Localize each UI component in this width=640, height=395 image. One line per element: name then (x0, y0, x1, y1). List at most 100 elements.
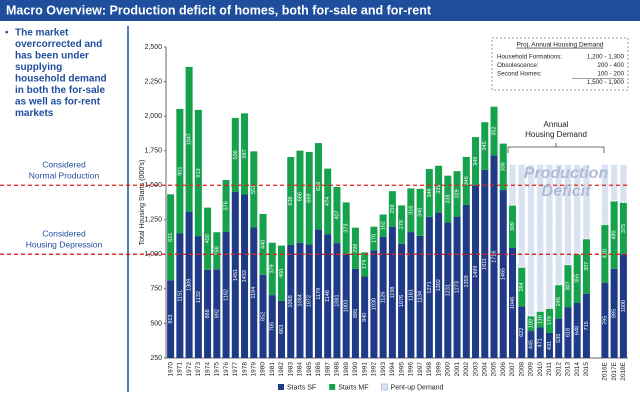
data-label: 888 (205, 309, 211, 318)
reference-label: Normal Production (29, 170, 100, 180)
data-label: 618 (565, 328, 571, 337)
bar (204, 207, 212, 270)
bracket (507, 143, 605, 153)
data-label: 852 (260, 312, 266, 321)
bar (444, 222, 452, 358)
bar (619, 254, 627, 358)
bar (176, 233, 184, 358)
bar (194, 236, 202, 358)
bar (444, 175, 452, 223)
data-label: 1000 (621, 300, 627, 312)
data-label: 636 (288, 196, 294, 205)
x-tick-label: 1996 (408, 362, 415, 377)
x-tick-label: 2015 (583, 362, 590, 377)
bar (619, 202, 627, 255)
pent-up-bar (563, 163, 572, 266)
data-label: 346 (427, 188, 433, 197)
x-tick-label: 2000 (445, 362, 452, 377)
demand-annotation: Housing Demand (525, 130, 587, 139)
y-tick-label: 1,750 (144, 148, 162, 155)
inset-cell: 200 - 400 (597, 62, 624, 69)
data-label: 535 (556, 334, 562, 343)
y-tick-label: 2,500 (144, 44, 162, 51)
bar (351, 227, 359, 269)
bar (499, 143, 507, 191)
legend-swatch (381, 383, 389, 391)
slide-title: Macro Overview: Production deficit of ho… (6, 3, 432, 17)
x-tick-label: 1986 (315, 362, 322, 377)
data-label: 379 (270, 264, 276, 273)
bar (204, 269, 212, 358)
x-tick-label: 1979 (250, 362, 257, 377)
data-label: 349 (473, 157, 479, 166)
bar (361, 276, 369, 358)
bar (222, 231, 230, 358)
x-tick-label: 1975 (214, 362, 221, 377)
data-label: 1433 (242, 270, 248, 282)
bar (573, 302, 581, 358)
bar (425, 216, 433, 358)
demand-annotation: Annual (544, 120, 569, 129)
data-label: 1359 (464, 275, 470, 287)
bar (536, 311, 544, 328)
data-label: 1162 (224, 289, 230, 301)
pent-up-bar (600, 163, 609, 226)
data-label: 622 (519, 328, 525, 337)
data-label: 1146 (325, 290, 331, 302)
bar (407, 188, 415, 233)
data-label: 355 (575, 274, 581, 283)
bar (472, 137, 480, 186)
data-label: 284 (519, 282, 525, 291)
bar (268, 242, 276, 296)
data-label: 705 (270, 322, 276, 331)
title-bar (0, 0, 640, 21)
bar (481, 122, 489, 170)
bar (351, 268, 359, 358)
bar (508, 205, 517, 248)
x-tick-label: 1978 (241, 362, 248, 377)
data-label: 162 (381, 221, 387, 230)
data-label: 345 (482, 141, 488, 150)
data-label: 1126 (381, 292, 387, 304)
data-label: 587 (242, 149, 248, 158)
data-label: 1309 (187, 279, 193, 291)
data-label: 307 (565, 281, 571, 290)
data-label: 892 (214, 309, 220, 318)
bar (536, 327, 544, 358)
data-label: 338 (445, 194, 451, 203)
y-tick-label: 1,000 (144, 251, 162, 258)
data-label: 669 (307, 194, 313, 203)
y-tick-label: 500 (150, 320, 162, 327)
bar (601, 224, 609, 283)
data-label: 316 (408, 206, 414, 215)
data-label: 431 (547, 341, 553, 350)
bar (555, 318, 563, 358)
bar (287, 244, 295, 358)
x-tick-label: 1970 (167, 362, 174, 377)
sidebar-text: overcorrected and (15, 39, 102, 50)
x-tick-label: 1987 (324, 362, 331, 377)
bar (287, 157, 295, 245)
x-tick-label: 1990 (352, 362, 359, 377)
bar (527, 331, 535, 358)
data-label: 440 (260, 240, 266, 249)
bar (176, 108, 184, 234)
bar (296, 150, 304, 243)
x-tick-label: 2003 (472, 362, 479, 377)
bar (342, 253, 350, 358)
pent-up-bar (582, 163, 591, 240)
bar (435, 165, 443, 213)
bar (453, 171, 461, 217)
bar (324, 168, 332, 235)
bar (305, 244, 313, 358)
bar (370, 250, 378, 358)
bar (582, 238, 590, 294)
data-label: 346 (464, 176, 470, 185)
data-label: 1161 (408, 289, 414, 301)
sidebar-text: supplying (15, 62, 62, 73)
x-tick-label: 2001 (454, 362, 461, 377)
x-tick-label: 2017E (611, 361, 618, 380)
sidebar-text: has been under (15, 51, 89, 62)
data-label: 340 (418, 208, 424, 217)
inset-cell: 1,200 - 1,300 (587, 54, 625, 61)
